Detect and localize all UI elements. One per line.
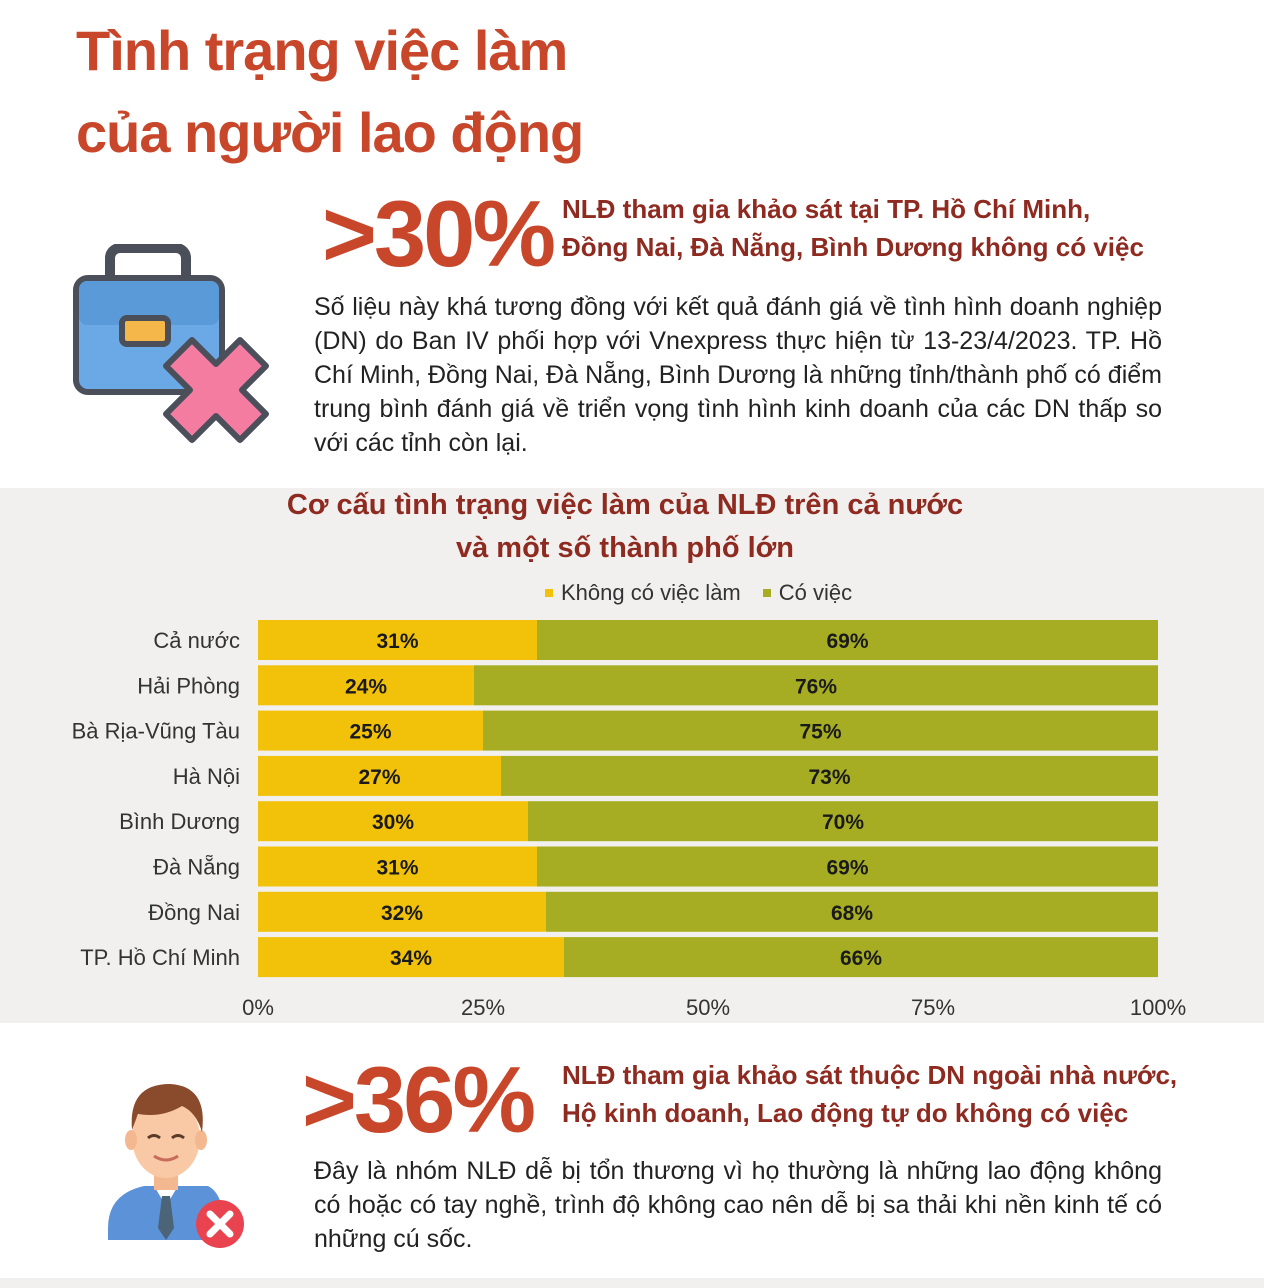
data-label: 66% [840, 947, 882, 970]
bar-segment-has-job [537, 846, 1158, 887]
chart-title: Cơ cấu tình trạng việc làm của NLĐ trên … [0, 484, 1264, 570]
data-label: 25% [349, 721, 391, 744]
legend-swatch-has-job [762, 589, 771, 597]
stat2-headline-line1: NLĐ tham gia khảo sát thuộc DN ngoài nhà… [562, 1060, 1178, 1090]
bar-segment-no-job [258, 755, 501, 796]
data-label: 32% [381, 902, 423, 925]
stat2-headline: NLĐ tham gia khảo sát thuộc DN ngoài nhà… [562, 1056, 1177, 1132]
bar-segment-has-job [546, 891, 1158, 932]
bar-segment-has-job [564, 937, 1158, 978]
data-label: 69% [826, 630, 868, 653]
stat1-headline-line2: Đồng Nai, Đà Nẵng, Bình Dương không có v… [562, 232, 1144, 262]
data-label: 27% [358, 766, 400, 789]
data-label: 30% [372, 811, 414, 834]
legend-item-has-job: Có việc [762, 578, 853, 608]
chart-title-line2: và một số thành phố lớn [455, 532, 794, 564]
chart-panel [0, 488, 1264, 1023]
chart-title-line1: Cơ cấu tình trạng việc làm của NLĐ trên … [286, 489, 964, 521]
bar-segment-no-job [258, 891, 546, 932]
category-label: Đà Nẵng [153, 855, 240, 880]
x-tick-label: 75% [911, 995, 955, 1020]
data-label: 24% [345, 675, 387, 698]
bar-segment-has-job [501, 755, 1158, 796]
data-label: 76% [795, 675, 837, 698]
x-tick-label: 0% [242, 995, 274, 1020]
worker-cross-icon [108, 1084, 244, 1248]
data-label: 70% [822, 811, 864, 834]
x-tick-label: 50% [686, 995, 730, 1020]
category-label: Hải Phòng [137, 673, 240, 698]
bar-segment-no-job [258, 801, 528, 842]
stat2-headline-line2: Hộ kinh doanh, Lao động tự do không có v… [562, 1098, 1129, 1128]
category-label: Đồng Nai [148, 900, 240, 925]
bar-segment-no-job [258, 620, 537, 660]
bar-segment-has-job [537, 620, 1158, 660]
stat1-body: Số liệu này khá tương đồng với kết quả đ… [314, 293, 1162, 457]
legend-item-no-job: Không có việc làm [545, 578, 741, 608]
data-label: 73% [808, 766, 850, 789]
briefcase-cross-icon [73, 244, 269, 443]
data-label: 34% [390, 947, 432, 970]
data-label: 31% [376, 630, 418, 653]
legend-swatch-no-job [545, 589, 553, 597]
bar-segment-no-job [258, 665, 474, 706]
stat2-number: >36% [302, 1047, 536, 1152]
bar-segment-no-job [258, 937, 564, 978]
category-label: Hà Nội [173, 764, 240, 789]
data-label: 75% [799, 721, 841, 744]
legend-label-has-job: Có việc [778, 580, 853, 605]
stat1-number: >30% [322, 181, 556, 286]
page-title-line1: Tình trạng việc làm [76, 19, 568, 82]
category-label: Bà Rịa-Vũng Tàu [72, 719, 240, 744]
category-label: Bình Dương [119, 809, 240, 834]
x-tick-label: 25% [461, 995, 505, 1020]
data-label: 31% [376, 857, 418, 880]
bar-segment-has-job [483, 710, 1158, 751]
bar-segment-no-job [258, 710, 483, 751]
stat1-headline-line1: NLĐ tham gia khảo sát tại TP. Hồ Chí Min… [562, 194, 1091, 224]
bar-segment-has-job [474, 665, 1158, 706]
data-label: 69% [826, 857, 868, 880]
page-title: Tình trạng việc làm của người lao động [76, 10, 584, 174]
stat1-headline: NLĐ tham gia khảo sát tại TP. Hồ Chí Min… [562, 190, 1144, 266]
bar-segment-no-job [258, 846, 537, 887]
chart-legend: Không có việc làm Có việc [545, 578, 852, 608]
data-label: 68% [831, 902, 873, 925]
category-label: TP. Hồ Chí Minh [80, 945, 240, 970]
stat2-body: Đây là nhóm NLĐ dễ bị tổn thương vì họ t… [314, 1157, 1162, 1253]
category-label: Cả nước [153, 628, 240, 653]
bottom-strip [0, 1278, 1264, 1288]
x-tick-label: 100% [1130, 995, 1186, 1020]
page-title-line2: của người lao động [76, 101, 584, 164]
legend-label-no-job: Không có việc làm [561, 580, 741, 605]
bar-segment-has-job [528, 801, 1158, 842]
